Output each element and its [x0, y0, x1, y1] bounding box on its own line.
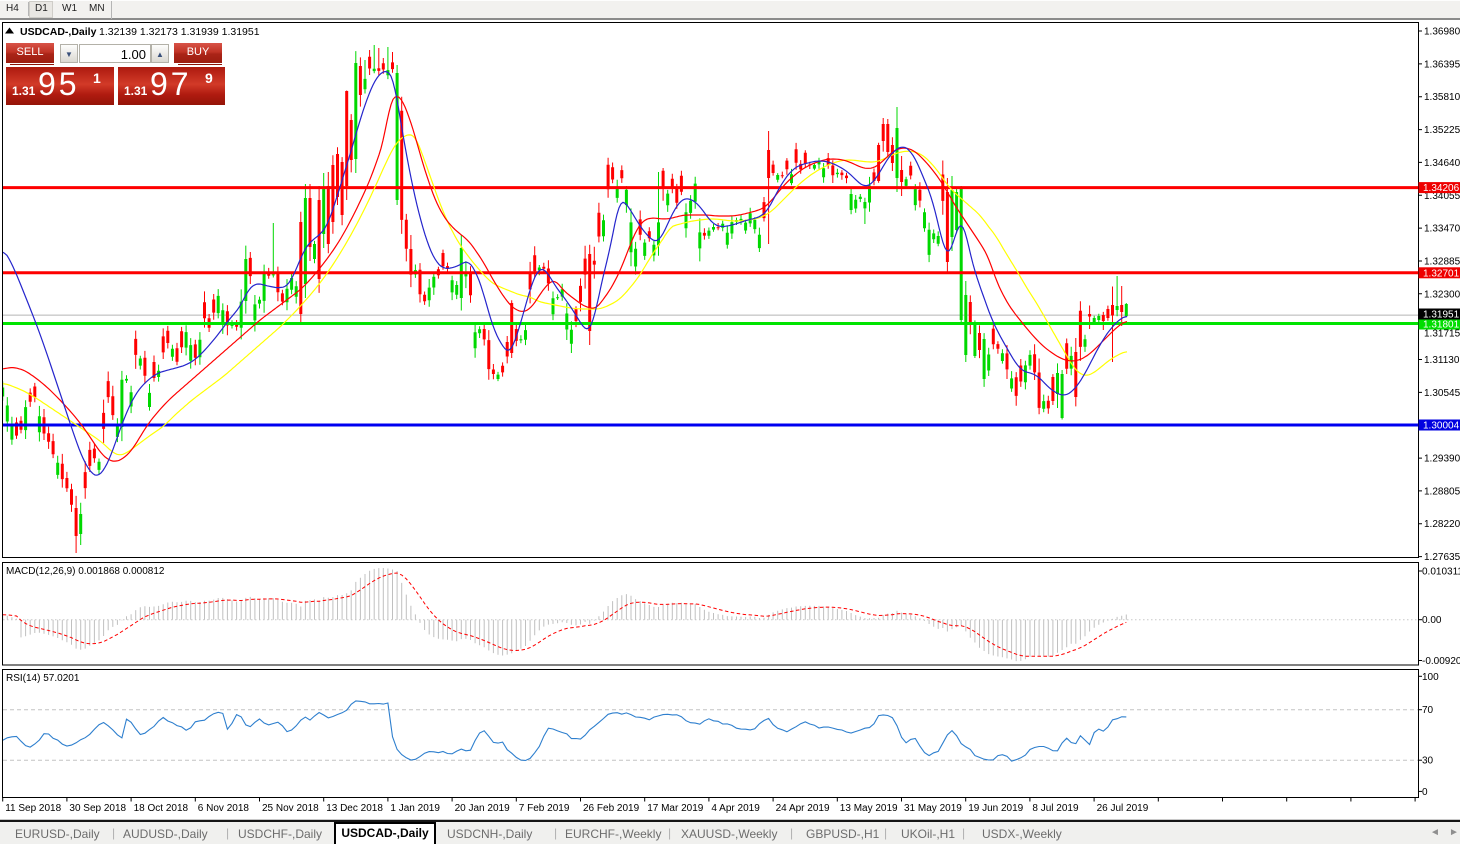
svg-text:1.33470: 1.33470: [1424, 224, 1460, 235]
svg-text:1 Jan 2019: 1 Jan 2019: [390, 803, 440, 814]
svg-text:26 Feb 2019: 26 Feb 2019: [583, 803, 640, 814]
svg-text:USDCAD-,Daily: USDCAD-,Daily: [20, 26, 97, 38]
svg-text:17 Mar 2019: 17 Mar 2019: [647, 803, 704, 814]
svg-text:1.35810: 1.35810: [1424, 92, 1460, 103]
svg-text:30 Sep 2018: 30 Sep 2018: [69, 803, 126, 814]
svg-text:0.0103110: 0.0103110: [1422, 567, 1460, 578]
svg-text:26 Jul 2019: 26 Jul 2019: [1097, 803, 1149, 814]
svg-text:1.36980: 1.36980: [1424, 27, 1460, 38]
svg-text:1.31130: 1.31130: [1424, 355, 1460, 366]
svg-text:70: 70: [1422, 705, 1434, 716]
svg-text:4 Apr 2019: 4 Apr 2019: [711, 803, 760, 814]
svg-text:1.27635: 1.27635: [1424, 552, 1460, 563]
svg-text:1.29390: 1.29390: [1424, 454, 1460, 465]
svg-text:1.31951: 1.31951: [1423, 310, 1460, 321]
svg-text:1.28805: 1.28805: [1424, 486, 1460, 497]
svg-text:7 Feb 2019: 7 Feb 2019: [519, 803, 570, 814]
svg-text:8 Jul 2019: 8 Jul 2019: [1032, 803, 1079, 814]
svg-text:1.32139 1.32173 1.31939 1.3195: 1.32139 1.32173 1.31939 1.31951: [99, 26, 260, 38]
svg-text:19 Jun 2019: 19 Jun 2019: [968, 803, 1023, 814]
svg-text:1.30545: 1.30545: [1424, 388, 1460, 399]
svg-text:1.32300: 1.32300: [1424, 289, 1460, 300]
svg-text:13 Dec 2018: 13 Dec 2018: [326, 803, 383, 814]
svg-text:0: 0: [1422, 787, 1428, 798]
svg-text:1.35225: 1.35225: [1424, 125, 1460, 136]
svg-text:0.00: 0.00: [1422, 615, 1442, 626]
svg-text:20 Jan 2019: 20 Jan 2019: [455, 803, 510, 814]
svg-text:1.31715: 1.31715: [1424, 329, 1460, 340]
svg-text:30: 30: [1422, 756, 1434, 767]
svg-text:1.34640: 1.34640: [1424, 158, 1460, 169]
svg-text:25 Nov 2018: 25 Nov 2018: [262, 803, 319, 814]
svg-text:100: 100: [1422, 672, 1439, 683]
svg-text:1.30004: 1.30004: [1423, 421, 1460, 432]
svg-text:11 Sep 2018: 11 Sep 2018: [5, 803, 61, 814]
svg-text:1.31801: 1.31801: [1423, 320, 1460, 331]
svg-text:1.34206: 1.34206: [1423, 183, 1460, 194]
svg-text:31 May 2019: 31 May 2019: [904, 803, 962, 814]
svg-text:6 Nov 2018: 6 Nov 2018: [198, 803, 250, 814]
svg-text:18 Oct 2018: 18 Oct 2018: [134, 803, 189, 814]
svg-text:-0.0092030: -0.0092030: [1422, 656, 1460, 667]
svg-text:24 Apr 2019: 24 Apr 2019: [776, 803, 830, 814]
svg-text:1.32885: 1.32885: [1424, 257, 1460, 268]
svg-text:1.32701: 1.32701: [1423, 268, 1460, 279]
svg-text:1.36395: 1.36395: [1424, 59, 1460, 70]
svg-text:1.34055: 1.34055: [1424, 191, 1460, 202]
svg-text:13 May 2019: 13 May 2019: [840, 803, 898, 814]
svg-text:1.28220: 1.28220: [1424, 519, 1460, 530]
